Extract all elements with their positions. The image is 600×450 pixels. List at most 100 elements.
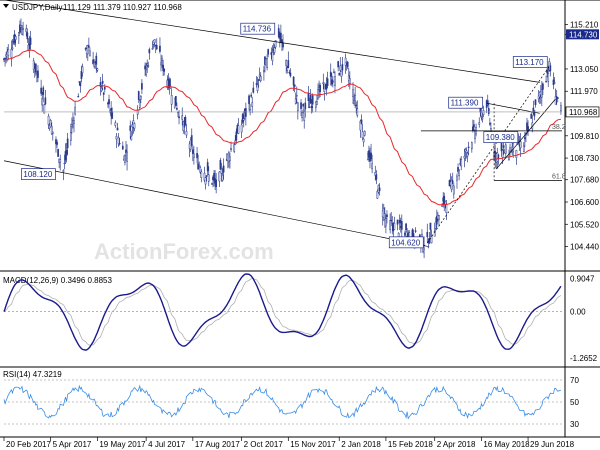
candle-body: [205, 175, 208, 177]
candle-body: [542, 83, 544, 90]
candle-body: [198, 164, 201, 167]
candle-body: [229, 156, 231, 161]
candle-body: [374, 172, 377, 176]
candle-body: [252, 87, 255, 93]
candle-body: [57, 149, 59, 157]
candle-body: [524, 137, 526, 140]
candle-body: [137, 91, 140, 100]
candle-body: [11, 47, 14, 50]
candle-body: [258, 74, 261, 78]
candle-body: [200, 171, 203, 179]
candle-body: [546, 69, 548, 74]
candle-body: [240, 124, 243, 133]
macd-tick-label: 0.00: [570, 308, 586, 317]
candle-body: [430, 236, 433, 244]
candle-body: [396, 219, 399, 225]
candle-body: [144, 65, 146, 70]
candle-body: [347, 75, 350, 81]
candle-body: [473, 124, 475, 128]
candle-body: [117, 137, 120, 145]
candle-body: [111, 111, 114, 119]
candle-body: [555, 96, 558, 98]
candle-body: [500, 142, 503, 152]
candle-body: [191, 149, 194, 154]
highlight-price-box: [566, 29, 599, 40]
price-label-box: [21, 168, 56, 180]
candle-body: [10, 49, 13, 58]
candle-body: [398, 219, 401, 224]
candle-body: [92, 59, 94, 65]
candle-body: [378, 187, 381, 192]
candle-body: [376, 190, 379, 199]
candle-body: [549, 65, 552, 72]
candle-body: [19, 24, 21, 33]
candle-body: [481, 117, 484, 120]
candle-body: [88, 45, 90, 48]
candle-body: [292, 76, 295, 86]
candle-body: [183, 122, 186, 128]
candle-body: [346, 61, 349, 68]
candle-body: [294, 98, 297, 104]
candle-body: [138, 100, 141, 108]
candle-body: [285, 60, 288, 66]
candle-body: [326, 78, 329, 86]
candle-body: [287, 60, 290, 69]
candle-body: [69, 132, 72, 141]
candle-body: [530, 114, 533, 119]
candle-body: [560, 105, 562, 112]
candle-body: [332, 80, 334, 83]
date-tick-label: 4 Jul 2017: [148, 440, 185, 449]
macd-panel: [3, 273, 562, 351]
candle-body: [74, 107, 76, 115]
candle-body: [451, 180, 454, 182]
current-price-label: 110.968: [569, 108, 598, 117]
rsi-title: RSI(14) 47.3219: [3, 370, 62, 379]
price-label-text: 104.620: [391, 238, 420, 247]
candle-body: [101, 80, 104, 84]
candle-body: [329, 71, 332, 77]
price-label-text: 109.380: [486, 133, 515, 142]
candle-body: [361, 131, 364, 138]
candle-body: [280, 32, 282, 43]
candle-body: [73, 120, 75, 124]
candle-body: [4, 57, 6, 60]
date-tick-label: 15 Feb 2018: [388, 440, 433, 449]
candle-body: [221, 174, 224, 181]
candle-body: [32, 60, 35, 70]
candle-body: [383, 213, 386, 220]
date-tick-label: 20 Feb 2017: [6, 440, 51, 449]
candle-body: [259, 76, 262, 82]
candle-body: [14, 36, 17, 40]
candle-body: [389, 220, 391, 230]
candle-body: [271, 52, 274, 61]
price-label-box: [483, 131, 519, 144]
candle-body: [250, 94, 253, 97]
date-tick-label: 29 Jun 2018: [530, 440, 575, 449]
candle-body: [463, 155, 466, 159]
candle-body: [237, 125, 240, 134]
candle-body: [7, 49, 10, 56]
candle-body: [338, 73, 341, 76]
candle-body: [282, 42, 284, 48]
date-tick-label: 2 Oct 2017: [244, 440, 284, 449]
candle-body: [145, 69, 148, 75]
price-panel: [3, 0, 562, 259]
candle-body: [153, 39, 156, 43]
candle-body: [233, 144, 236, 152]
candle-body: [337, 61, 340, 68]
candle-body: [255, 83, 258, 85]
rsi-tick-label: 30: [570, 420, 579, 429]
candle-body: [245, 108, 247, 117]
candle-body: [168, 79, 171, 89]
x-axis: 20 Feb 2017 5 Apr 2017 19 May 2017 4 Jul 20…: [3, 437, 575, 449]
candle-body: [249, 109, 251, 113]
candle-body: [95, 55, 98, 65]
candle-body: [502, 145, 505, 148]
candle-body: [302, 103, 305, 107]
candle-body: [219, 160, 222, 170]
candle-body: [354, 95, 356, 102]
candle-body: [277, 28, 280, 38]
candle-body: [130, 136, 133, 141]
price-label-box: [240, 22, 276, 35]
